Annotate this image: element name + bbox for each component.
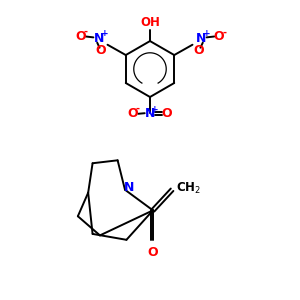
Text: O: O (162, 107, 172, 120)
Text: N: N (124, 181, 134, 194)
Text: O: O (148, 246, 158, 259)
Text: O: O (128, 107, 138, 120)
Text: CH$_2$: CH$_2$ (176, 181, 202, 196)
Text: O: O (194, 44, 204, 56)
Text: N: N (196, 32, 206, 45)
Text: N: N (94, 32, 104, 45)
Text: O: O (214, 30, 224, 43)
Text: -: - (222, 27, 226, 38)
Text: +: + (152, 105, 159, 114)
Text: +: + (101, 29, 108, 38)
Text: -: - (136, 104, 140, 114)
Text: OH: OH (140, 16, 160, 29)
Text: -: - (84, 27, 88, 37)
Text: N: N (145, 107, 155, 120)
Text: O: O (75, 30, 86, 43)
Text: O: O (96, 44, 106, 56)
Text: +: + (203, 29, 210, 38)
